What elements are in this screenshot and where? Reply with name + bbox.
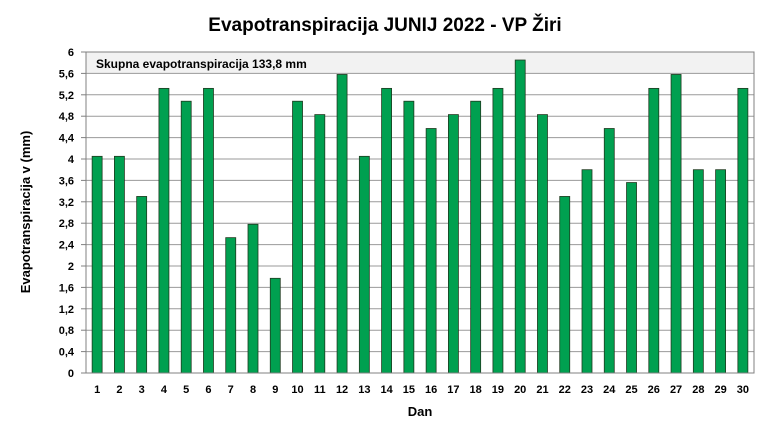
y-axis-title: Evapotranspiracija v (mm) [18, 131, 33, 294]
x-tick-label: 21 [536, 384, 548, 396]
y-tick-label: 1,6 [59, 282, 74, 294]
y-tick-label: 2,8 [59, 218, 74, 230]
bar-day-15 [403, 100, 415, 374]
x-tick-label: 27 [670, 384, 682, 396]
x-tick-label: 2 [116, 384, 122, 396]
x-tick-label: 6 [205, 384, 211, 396]
bar-day-8 [247, 223, 259, 374]
plot-border [85, 51, 755, 374]
x-tick-label: 14 [380, 384, 393, 396]
bar-day-11 [314, 114, 326, 374]
x-tick-label: 23 [581, 384, 593, 396]
bar-day-12 [336, 74, 348, 374]
y-tick-label: 5,6 [59, 68, 74, 80]
y-tick-label: 4 [68, 154, 75, 166]
x-tick-label: 24 [603, 384, 616, 396]
bar-day-3 [136, 196, 148, 374]
bar-day-14 [381, 87, 393, 374]
gridlines [86, 72, 754, 353]
bar-day-13 [358, 155, 370, 374]
bar-day-10 [292, 100, 303, 374]
x-tick-label: 4 [161, 384, 168, 396]
bar-day-6 [203, 87, 214, 374]
bar-day-19 [492, 87, 504, 374]
bar-day-20 [514, 59, 526, 374]
chart-title: Evapotranspiracija JUNIJ 2022 - VP Žiri [208, 14, 561, 36]
y-tick-label: 6 [68, 47, 74, 59]
plot-area [86, 52, 754, 373]
x-tick-label: 8 [250, 384, 256, 396]
bar-day-16 [425, 128, 437, 374]
annotation-band [86, 52, 754, 73]
bar-day-27 [670, 74, 682, 374]
x-tick-label: 13 [358, 384, 370, 396]
bar-day-25 [626, 182, 637, 374]
x-tick-labels: 1 2 3 4 5 6 7 8 9 10 11 12 13 14 15 16 17 18 19 20 21 22 23 24 2… [94, 384, 749, 396]
y-tick-label: 4,8 [59, 111, 74, 123]
x-tick-label: 12 [336, 384, 348, 396]
bar-day-21 [537, 114, 548, 374]
x-tick-label: 26 [648, 384, 660, 396]
x-axis-title: Dan [408, 404, 433, 419]
bar-day-29 [715, 169, 726, 374]
y-tick-label: 0,4 [59, 347, 75, 359]
bar-day-9 [269, 277, 281, 374]
bar-day-2 [114, 155, 125, 374]
y-tick-label: 1,2 [59, 304, 74, 316]
bar-day-26 [648, 87, 660, 374]
x-tick-label: 10 [291, 384, 303, 396]
x-tick-label: 16 [425, 384, 437, 396]
bar-day-23 [581, 169, 593, 374]
bar-day-5 [180, 100, 192, 374]
bar-day-28 [692, 169, 704, 374]
x-tick-label: 30 [737, 384, 749, 396]
x-tick-label: 11 [314, 384, 326, 396]
x-tick-label: 3 [139, 384, 145, 396]
total-annotation: Skupna evapotranspiracija 133,8 mm [96, 57, 307, 71]
y-tick-label: 0 [68, 368, 74, 380]
x-tick-label: 25 [625, 384, 637, 396]
x-tick-label: 17 [447, 384, 459, 396]
bar-day-22 [559, 196, 571, 374]
bar-day-1 [91, 155, 103, 374]
y-tick-label: 3,6 [59, 175, 74, 187]
y-tick-label: 2 [68, 261, 74, 273]
x-tick-label: 19 [492, 384, 504, 396]
bars [91, 59, 749, 374]
y-tick-labels: 0 0,4 0,8 1,2 1,6 2 2,4 2,8 3,2 3,6 4 4,4 4,8 5,2 5,6 6 [59, 47, 86, 380]
x-tick-label: 18 [470, 384, 482, 396]
x-tick-label: 15 [403, 384, 415, 396]
x-tick-label: 22 [559, 384, 571, 396]
x-tick-label: 5 [183, 384, 189, 396]
bar-day-7 [225, 237, 237, 374]
bar-day-4 [158, 87, 170, 374]
y-tick-label: 2,4 [59, 240, 75, 252]
bar-day-24 [603, 128, 615, 374]
y-tick-label: 4,4 [59, 133, 75, 145]
x-tick-label: 20 [514, 384, 526, 396]
bar-day-17 [447, 114, 459, 374]
bar-day-18 [470, 100, 482, 374]
y-tick-label: 0,8 [59, 325, 74, 337]
x-tick-label: 9 [272, 384, 278, 396]
x-tick-label: 1 [94, 384, 100, 396]
y-tick-label: 3,2 [59, 197, 74, 209]
x-tick-label: 28 [692, 384, 704, 396]
x-tick-label: 7 [228, 384, 234, 396]
y-tick-label: 5,2 [59, 90, 74, 102]
bar-day-30 [737, 87, 749, 374]
x-tick-label: 29 [714, 384, 726, 396]
